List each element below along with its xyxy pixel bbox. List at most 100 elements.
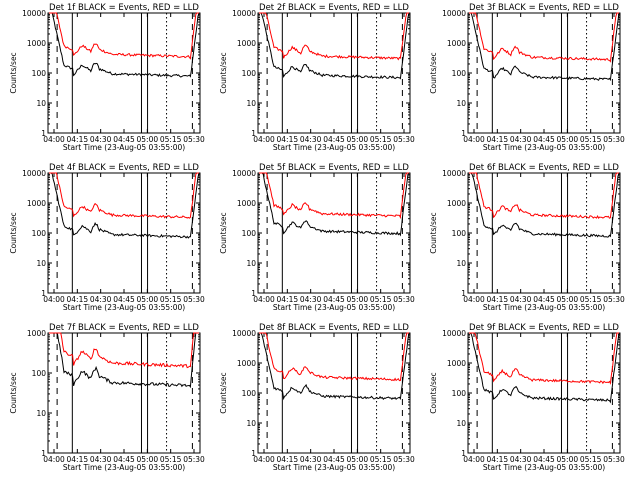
x-tick-label: 04:15 bbox=[487, 455, 509, 464]
y-tick-label: 100 bbox=[242, 229, 257, 238]
x-tick-label: 05:15 bbox=[160, 295, 182, 304]
x-tick-label: 04:45 bbox=[323, 135, 345, 144]
x-tick-label: 04:15 bbox=[67, 295, 89, 304]
x-tick-label: 04:15 bbox=[277, 455, 299, 464]
x-tick-label: 04:45 bbox=[113, 295, 135, 304]
x-tick-label: 04:30 bbox=[90, 455, 112, 464]
y-tick-label: 1000 bbox=[237, 199, 256, 208]
plot-frame bbox=[47, 172, 201, 294]
y-tick-label: 1 bbox=[461, 289, 466, 298]
plot-panel-4: Det 4f BLACK = Events, RED = LLD 1 10 100 10… bbox=[9, 163, 205, 312]
x-tick-label: 04:00 bbox=[43, 135, 65, 144]
x-tick-label: 05:30 bbox=[183, 135, 205, 144]
y-tick-label: 10000 bbox=[232, 169, 256, 178]
plot-panel-1: Det 1f BLACK = Events, RED = LLD 1 10 100 10… bbox=[9, 3, 205, 152]
x-tick-label: 05:00 bbox=[347, 135, 369, 144]
plot-frame bbox=[467, 12, 621, 134]
series-line-lld bbox=[469, 172, 619, 219]
x-tick-label: 04:15 bbox=[67, 455, 89, 464]
x-tick-label: 05:15 bbox=[370, 455, 392, 464]
plot-frame bbox=[257, 332, 411, 454]
y-axis-label: Counts/sec bbox=[9, 52, 18, 93]
series-line-events bbox=[259, 172, 410, 237]
y-tick-label: 100 bbox=[32, 229, 47, 238]
x-tick-label: 04:30 bbox=[510, 295, 532, 304]
series-line-lld bbox=[469, 332, 619, 385]
y-tick-label: 100 bbox=[242, 69, 257, 78]
y-tick-label: 10 bbox=[36, 259, 46, 268]
series-line-events bbox=[49, 172, 200, 239]
plot-frame bbox=[47, 332, 201, 454]
x-tick-label: 05:30 bbox=[393, 135, 415, 144]
plot-title: Det 8f BLACK = Events, RED = LLD bbox=[259, 323, 409, 333]
plot-panel-8: Det 8f BLACK = Events, RED = LLD 1 10 100 10… bbox=[219, 323, 415, 472]
y-tick-label: 100 bbox=[452, 389, 467, 398]
x-tick-label: 05:15 bbox=[580, 135, 602, 144]
y-tick-label: 100 bbox=[452, 69, 467, 78]
y-tick-label: 100 bbox=[32, 69, 47, 78]
y-tick-label: 1000 bbox=[27, 199, 46, 208]
x-tick-label: 04:45 bbox=[323, 455, 345, 464]
x-tick-label: 04:45 bbox=[533, 455, 555, 464]
x-axis-label: Start Time (23-Aug-05 03:55:00) bbox=[63, 303, 185, 312]
series-line-events bbox=[469, 332, 620, 404]
y-tick-label: 1 bbox=[251, 129, 256, 138]
y-tick-label: 1 bbox=[41, 289, 46, 298]
plot-panel-9: Det 9f BLACK = Events, RED = LLD 1 10 100 10… bbox=[429, 323, 625, 472]
plot-panel-7: Det 7f BLACK = Events, RED = LLD 1 10 100 10… bbox=[9, 323, 205, 472]
y-axis-label: Counts/sec bbox=[9, 212, 18, 253]
x-axis-label: Start Time (23-Aug-05 03:55:00) bbox=[63, 143, 185, 152]
y-tick-label: 1 bbox=[461, 449, 466, 458]
y-tick-label: 10000 bbox=[442, 169, 466, 178]
y-tick-label: 10 bbox=[246, 419, 256, 428]
y-tick-label: 1000 bbox=[237, 359, 256, 368]
series-line-events bbox=[469, 172, 620, 238]
x-tick-label: 05:30 bbox=[603, 135, 625, 144]
y-tick-label: 1000 bbox=[447, 39, 466, 48]
series-line-events bbox=[49, 12, 200, 78]
y-tick-label: 10000 bbox=[442, 329, 466, 338]
x-tick-label: 04:15 bbox=[277, 135, 299, 144]
series-line-lld bbox=[49, 332, 199, 369]
x-tick-label: 05:00 bbox=[137, 295, 159, 304]
x-axis-label: Start Time (23-Aug-05 03:55:00) bbox=[273, 303, 395, 312]
y-tick-label: 100 bbox=[242, 389, 257, 398]
plot-panel-5: Det 5f BLACK = Events, RED = LLD 1 10 100 10… bbox=[219, 163, 415, 312]
y-tick-label: 100 bbox=[32, 369, 47, 378]
x-tick-label: 04:45 bbox=[323, 295, 345, 304]
x-tick-label: 04:15 bbox=[67, 135, 89, 144]
x-tick-label: 04:45 bbox=[533, 295, 555, 304]
y-tick-label: 1000 bbox=[27, 39, 46, 48]
x-tick-label: 04:30 bbox=[90, 135, 112, 144]
x-axis-label: Start Time (23-Aug-05 03:55:00) bbox=[273, 143, 395, 152]
y-tick-label: 1000 bbox=[447, 199, 466, 208]
plot-panel-6: Det 6f BLACK = Events, RED = LLD 1 10 100 10… bbox=[429, 163, 625, 312]
x-tick-label: 05:30 bbox=[183, 295, 205, 304]
x-tick-label: 04:00 bbox=[43, 455, 65, 464]
x-tick-label: 04:30 bbox=[300, 135, 322, 144]
x-tick-label: 05:30 bbox=[393, 295, 415, 304]
x-axis-label: Start Time (23-Aug-05 03:55:00) bbox=[483, 143, 605, 152]
y-axis-label: Counts/sec bbox=[219, 52, 228, 93]
y-tick-label: 1000 bbox=[27, 329, 46, 338]
plot-title: Det 7f BLACK = Events, RED = LLD bbox=[49, 323, 199, 333]
y-tick-label: 10 bbox=[36, 99, 46, 108]
x-tick-label: 04:30 bbox=[300, 455, 322, 464]
x-tick-label: 05:15 bbox=[580, 295, 602, 304]
y-tick-label: 10000 bbox=[22, 169, 46, 178]
x-tick-label: 05:00 bbox=[557, 295, 579, 304]
x-tick-label: 05:30 bbox=[603, 455, 625, 464]
series-line-lld bbox=[259, 332, 409, 382]
y-tick-label: 1 bbox=[251, 449, 256, 458]
plot-frame bbox=[467, 172, 621, 294]
y-axis-label: Counts/sec bbox=[219, 372, 228, 413]
plot-title: Det 6f BLACK = Events, RED = LLD bbox=[469, 163, 619, 173]
series-line-lld bbox=[259, 172, 409, 220]
y-tick-label: 1000 bbox=[237, 39, 256, 48]
x-tick-label: 04:45 bbox=[113, 455, 135, 464]
y-tick-label: 100 bbox=[452, 229, 467, 238]
series-line-events bbox=[259, 12, 410, 80]
y-tick-label: 10 bbox=[36, 409, 46, 418]
x-tick-label: 05:00 bbox=[557, 455, 579, 464]
y-tick-label: 10000 bbox=[22, 9, 46, 18]
